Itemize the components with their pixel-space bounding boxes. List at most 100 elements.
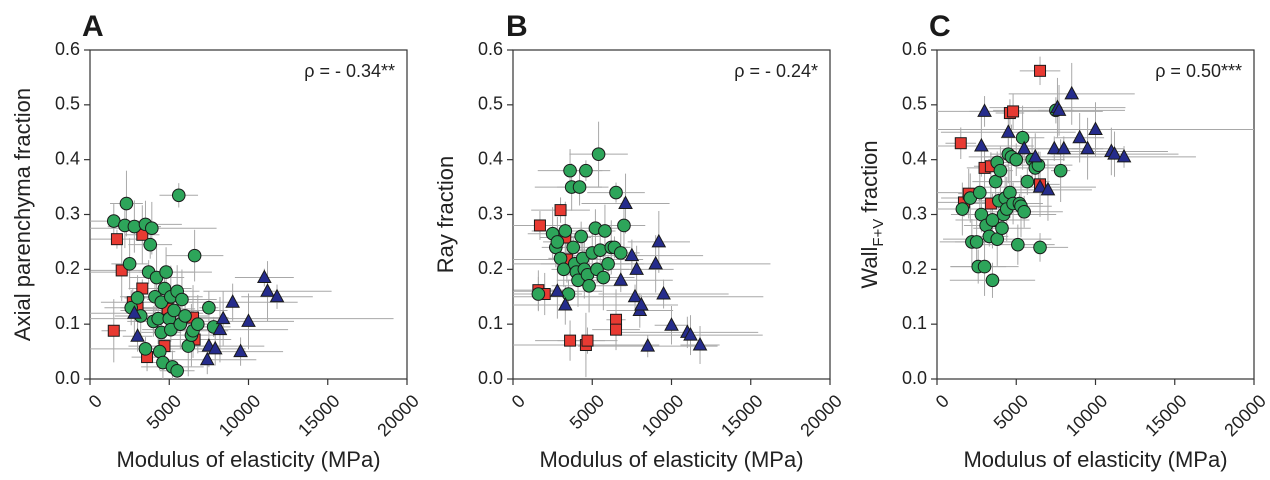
- point-triangle: [648, 255, 663, 270]
- x-tick-label: 0: [508, 391, 529, 412]
- point-triangle: [1000, 124, 1016, 138]
- y-tick-label: 0.6: [55, 39, 80, 59]
- point-square: [533, 219, 546, 232]
- point-circle: [1009, 152, 1024, 167]
- point-triangle: [557, 296, 573, 311]
- y-axis-label-tail: fraction: [857, 140, 882, 218]
- point-circle: [593, 243, 607, 257]
- point-square: [1007, 105, 1020, 118]
- point-circle: [995, 221, 1009, 236]
- point-triangle: [550, 283, 565, 297]
- point-circle: [178, 309, 192, 323]
- point-circle: [993, 163, 1008, 178]
- point-circle: [159, 265, 173, 279]
- point-triangle: [1116, 148, 1132, 163]
- point-square: [564, 334, 577, 347]
- correlation-annotation: ρ = - 0.24*: [734, 61, 818, 81]
- point-circle: [190, 317, 205, 331]
- point-circle: [977, 259, 992, 274]
- point-circle: [617, 218, 631, 233]
- y-tick-label: 0.4: [902, 148, 927, 168]
- point-circle: [591, 147, 606, 161]
- point-circle: [187, 248, 202, 263]
- point-circle: [985, 273, 1000, 288]
- x-tick-label: 0: [85, 391, 106, 412]
- y-tick-label: 0.1: [55, 313, 80, 333]
- y-tick-label: 0.1: [478, 313, 503, 333]
- point-circle: [167, 303, 181, 318]
- point-circle: [1011, 237, 1025, 252]
- point-circle: [572, 180, 587, 194]
- point-triangle: [634, 296, 649, 311]
- correlation-annotation: ρ = - 0.34**: [304, 61, 395, 81]
- point-triangle: [233, 343, 248, 358]
- panel-letter: A: [82, 10, 104, 43]
- point-circle: [955, 202, 970, 216]
- point-triangle: [624, 247, 640, 262]
- point-triangle: [627, 288, 643, 303]
- x-tick-label: 20000: [796, 391, 846, 441]
- point-triangle: [629, 261, 644, 275]
- point-triangle: [640, 338, 656, 352]
- point-circle: [561, 287, 576, 301]
- point-circle: [531, 287, 546, 301]
- panel-c: C 0.0 0.1 0.2 0.3 0.4 0.5 0.6 0 5000 10000 15000 200…: [857, 10, 1270, 472]
- point-circle: [574, 229, 588, 244]
- point-circle: [1020, 174, 1035, 189]
- y-axis-label-main: Wall: [857, 247, 882, 289]
- point-triangle: [215, 310, 231, 325]
- y-tick-label: 0.6: [902, 39, 927, 59]
- x-tick-label: 20000: [373, 391, 423, 441]
- correlation-annotation: ρ = 0.50***: [1155, 61, 1242, 81]
- y-tick-label: 0.2: [902, 258, 927, 278]
- point-triangle: [130, 328, 145, 342]
- error-bars: [90, 170, 394, 379]
- point-circle: [566, 240, 581, 255]
- x-tick-label: 15000: [1141, 391, 1191, 441]
- data-points: [531, 147, 708, 352]
- x-tick-label: 15000: [717, 391, 767, 441]
- point-square: [110, 233, 123, 246]
- point-triangle: [651, 233, 667, 248]
- point-circle: [145, 221, 159, 236]
- point-circle: [122, 257, 137, 271]
- y-tick-label: 0.5: [478, 94, 503, 114]
- y-tick-label: 0.1: [902, 313, 927, 333]
- point-square: [554, 204, 567, 217]
- point-triangle: [692, 336, 708, 351]
- point-triangle: [1032, 179, 1048, 193]
- point-triangle: [1016, 140, 1032, 155]
- point-circle: [613, 246, 628, 260]
- point-circle: [127, 219, 142, 234]
- point-triangle: [683, 327, 698, 341]
- x-tick-label: 5000: [566, 391, 608, 433]
- point-circle: [170, 363, 184, 378]
- point-triangle: [613, 272, 629, 286]
- point-square: [115, 264, 128, 277]
- panel-a: A 0.0 0.1 0.2 0.3 0.4 0.5 0.6 0 5000 10000 15000 200…: [10, 10, 423, 472]
- point-triangle: [207, 340, 223, 355]
- point-circle: [579, 163, 593, 178]
- point-circle: [1053, 163, 1068, 178]
- point-triangle: [257, 269, 272, 284]
- x-tick-label: 10000: [1062, 391, 1112, 441]
- point-triangle: [656, 285, 671, 300]
- point-triangle: [1107, 146, 1122, 160]
- point-circle: [609, 185, 623, 200]
- point-circle: [985, 213, 1000, 227]
- point-circle: [175, 292, 189, 307]
- point-triangle: [269, 288, 285, 303]
- point-circle: [598, 224, 612, 238]
- point-square: [581, 334, 594, 347]
- point-triangle: [1051, 102, 1067, 116]
- point-square: [610, 323, 623, 336]
- x-axis-label: Modulus of elasticity (MPa): [963, 447, 1227, 472]
- x-axis-label: Modulus of elasticity (MPa): [116, 447, 380, 472]
- point-circle: [202, 300, 216, 315]
- point-triangle: [1072, 129, 1087, 144]
- point-triangle: [977, 103, 992, 117]
- x-tick-label: 0: [932, 391, 953, 412]
- data-points: [954, 64, 1132, 288]
- y-tick-label: 0.0: [902, 368, 927, 388]
- point-square: [610, 313, 623, 326]
